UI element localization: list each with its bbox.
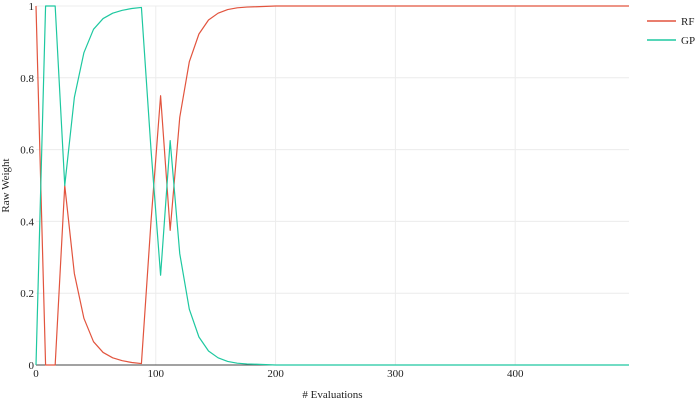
legend-item-rf[interactable]: RF [647, 16, 694, 28]
y-axis-title: Raw Weight [0, 158, 12, 212]
y-tick-label: 0 [29, 360, 35, 372]
x-gridlines [155, 6, 516, 365]
legend-item-gp[interactable]: GP [647, 35, 695, 47]
series-line-rf [35, 5, 629, 366]
y-tick-label: 1 [29, 1, 35, 13]
series-line-gp [35, 5, 629, 366]
legend[interactable]: RF GP [647, 16, 695, 47]
legend-label: GP [681, 35, 695, 47]
y-gridlines [36, 5, 629, 294]
y-tick-label: 0.6 [20, 145, 34, 157]
x-axis-title: # Evaluations [302, 389, 362, 400]
x-tick-label: 200 [267, 368, 284, 380]
y-tick-label: 0.2 [20, 288, 34, 300]
x-tick-label: 300 [387, 368, 404, 380]
x-tick-label: 0 [33, 368, 39, 380]
legend-label: RF [681, 16, 694, 28]
x-tick-label: 100 [148, 368, 165, 380]
y-tick-labels: 0 0.2 0.4 0.6 0.8 1 [20, 1, 34, 372]
x-tick-labels: 0 100 200 300 400 [33, 368, 524, 380]
y-tick-label: 0.4 [20, 216, 34, 228]
series-lines [35, 5, 629, 366]
y-tick-label: 0.8 [20, 73, 34, 85]
x-tick-label: 400 [507, 368, 524, 380]
